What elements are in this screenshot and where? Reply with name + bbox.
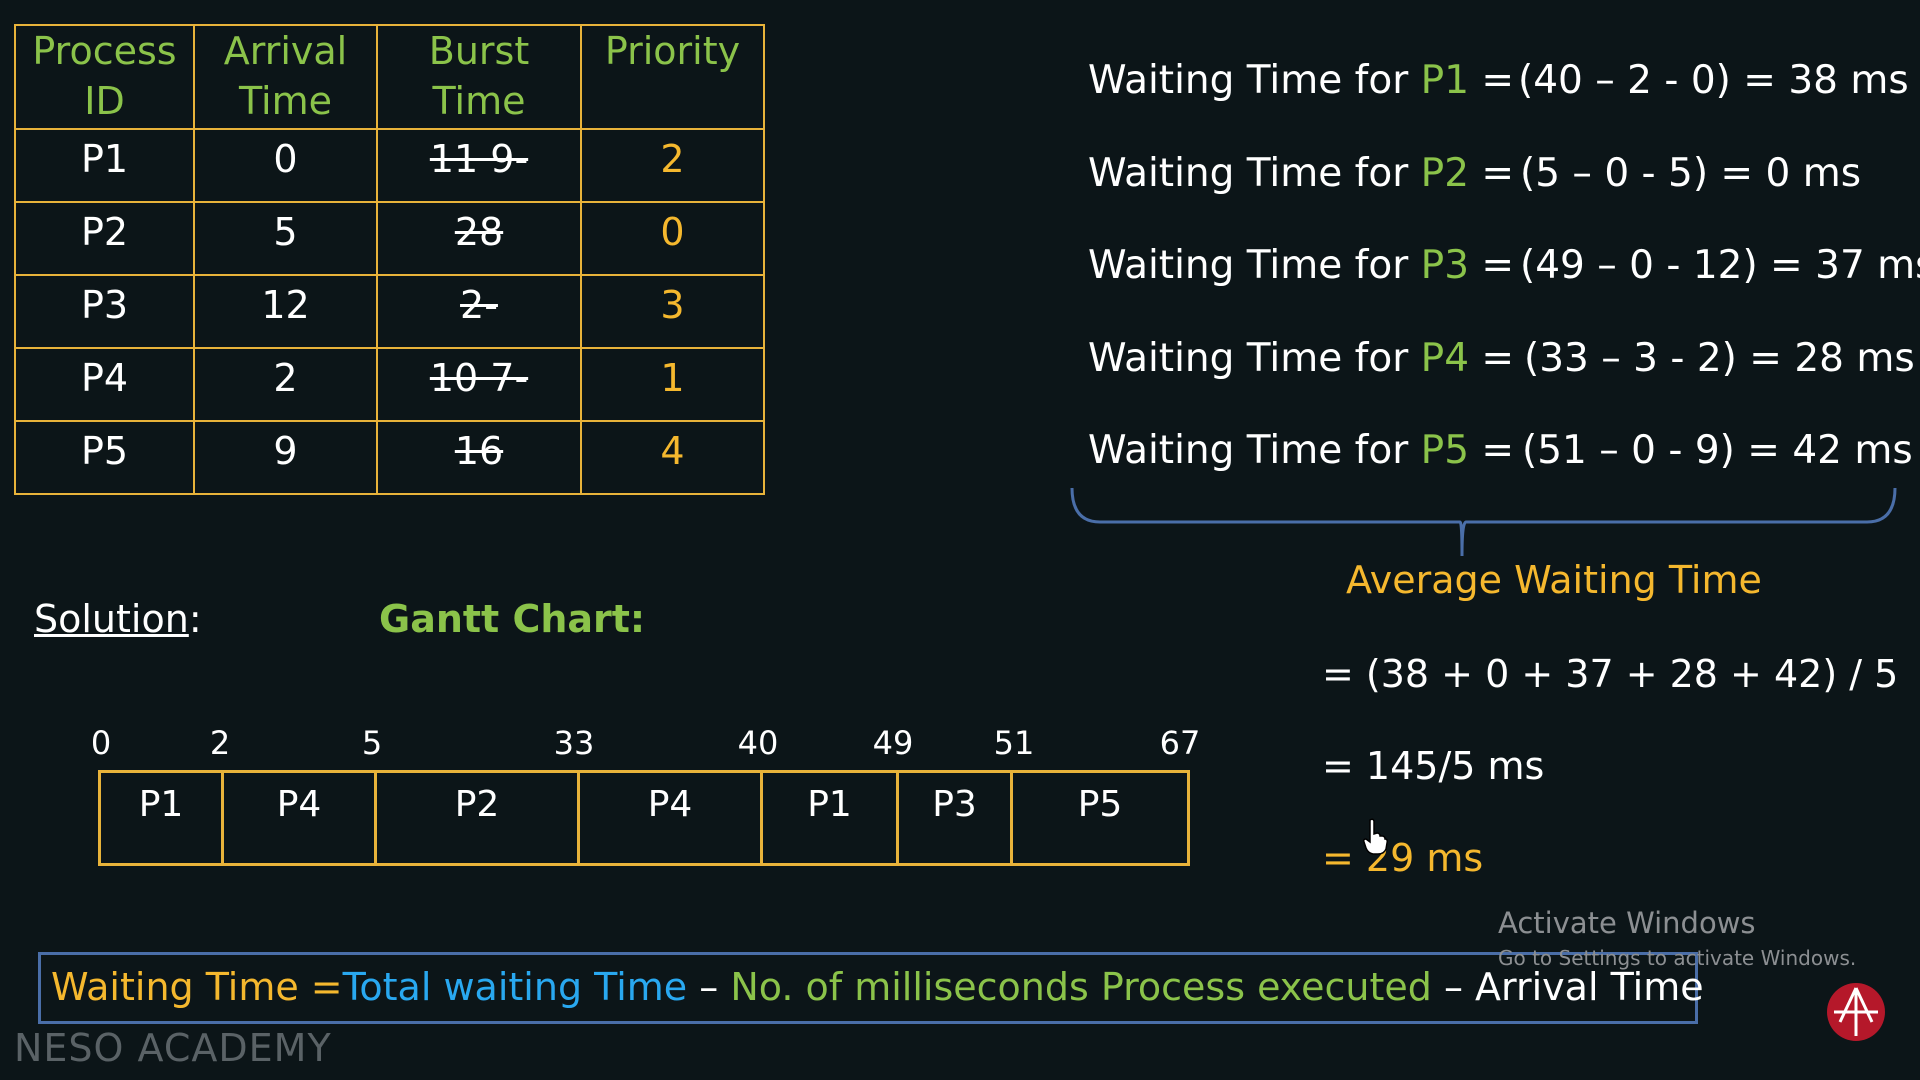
gantt-tick: 49 <box>872 724 914 762</box>
cell-burst: 16 <box>376 420 582 495</box>
header-priority: Priority <box>580 24 765 130</box>
cell-burst: 2- <box>376 274 582 349</box>
gantt-title: Gantt Chart: <box>379 597 646 641</box>
process-name: P5 <box>1420 428 1470 473</box>
cell-priority: 0 <box>580 201 765 276</box>
process-name: P1 <box>1420 58 1470 103</box>
cell-arrival: 5 <box>193 201 378 276</box>
waiting-prefix: Waiting Time for <box>1088 243 1421 288</box>
solution-colon: : <box>188 597 202 641</box>
waiting-prefix: Waiting Time for <box>1088 428 1421 473</box>
average-line-3: = 29 ms <box>1322 836 1484 880</box>
cell-burst: 10 7- <box>376 347 582 422</box>
table-row: P3 12 2- 3 <box>14 274 765 349</box>
curly-brace-icon <box>1070 487 1897 557</box>
cell-pid: P5 <box>14 420 195 495</box>
equals-sign: = <box>1469 336 1515 381</box>
table-row: P1 0 11 9- 2 <box>14 128 765 203</box>
equals-sign: = <box>1469 151 1515 196</box>
equals-sign: = <box>1469 428 1515 473</box>
process-name: P4 <box>1420 336 1470 381</box>
cell-burst: 11 9- <box>376 128 582 203</box>
formula-dash: – <box>1431 965 1476 1009</box>
process-name: P3 <box>1420 243 1470 288</box>
cell-arrival: 2 <box>193 347 378 422</box>
process-name: P2 <box>1420 151 1470 196</box>
header-process-id: Process ID <box>14 24 195 130</box>
waiting-prefix: Waiting Time for <box>1088 336 1421 381</box>
waiting-expression: (49 – 0 - 12) = 37 ms <box>1520 243 1920 288</box>
waiting-prefix: Waiting Time for <box>1088 58 1421 103</box>
waiting-prefix: Waiting Time for <box>1088 151 1421 196</box>
table-row: P2 5 28 0 <box>14 201 765 276</box>
gantt-tick: 40 <box>737 724 779 762</box>
cell-priority: 4 <box>580 420 765 495</box>
neso-logo-icon <box>1827 983 1885 1041</box>
cell-pid: P1 <box>14 128 195 203</box>
waiting-line-p5: Waiting Time for P5 = (51 – 0 - 9) = 42 … <box>1088 428 1913 473</box>
table-header-row: Process ID Arrival Time Burst Time Priority <box>14 24 765 130</box>
process-table: Process ID Arrival Time Burst Time Priority… <box>14 24 765 495</box>
waiting-expression: (51 – 0 - 9) = 42 ms <box>1522 428 1913 473</box>
cell-pid: P4 <box>14 347 195 422</box>
cell-arrival: 0 <box>193 128 378 203</box>
gantt-block: P3 <box>899 773 1013 863</box>
equals-sign: = <box>1469 58 1515 103</box>
waiting-line-p2: Waiting Time for P2 = (5 – 0 - 5) = 0 ms <box>1088 151 1861 196</box>
average-line-1: = (38 + 0 + 37 + 28 + 42) / 5 <box>1322 652 1899 696</box>
solution-text: Solution <box>34 597 189 641</box>
cell-pid: P3 <box>14 274 195 349</box>
waiting-time-formula: Waiting Time =Total waiting Time – No. o… <box>38 952 1704 1024</box>
header-burst-time: Burst Time <box>376 24 582 130</box>
gantt-tick: 33 <box>553 724 595 762</box>
gantt-chart: P1 P4 P2 P4 P1 P3 P5 <box>98 770 1190 866</box>
gantt-tick: 5 <box>361 724 383 762</box>
waiting-expression: (40 – 2 - 0) = 38 ms <box>1518 58 1909 103</box>
formula-waiting-time: Waiting Time = <box>51 965 343 1009</box>
gantt-block: P2 <box>377 773 580 863</box>
cell-priority: 3 <box>580 274 765 349</box>
activate-windows-title: Activate Windows <box>1498 906 1756 940</box>
gantt-tick: 51 <box>993 724 1035 762</box>
gantt-block: P1 <box>763 773 899 863</box>
gantt-block: P4 <box>224 773 377 863</box>
equals-sign: = <box>1469 243 1515 288</box>
header-arrival-time: Arrival Time <box>193 24 378 130</box>
table-row: P5 9 16 4 <box>14 420 765 495</box>
hand-cursor-icon <box>1363 818 1388 855</box>
formula-arrival: Arrival Time <box>1475 965 1704 1009</box>
gantt-block: P4 <box>580 773 763 863</box>
waiting-expression: (33 – 3 - 2) = 28 ms <box>1524 336 1915 381</box>
formula-total: Total waiting Time <box>342 965 688 1009</box>
cell-burst: 28 <box>376 201 582 276</box>
cell-arrival: 12 <box>193 274 378 349</box>
activate-windows-subtitle: Go to Settings to activate Windows. <box>1498 946 1857 970</box>
formula-dash: – <box>687 965 731 1009</box>
gantt-tick: 2 <box>209 724 231 762</box>
solution-label: Solution: <box>34 597 202 641</box>
table-row: P4 2 10 7- 1 <box>14 347 765 422</box>
gantt-tick: 67 <box>1159 724 1201 762</box>
waiting-line-p3: Waiting Time for P3 = (49 – 0 - 12) = 37… <box>1088 243 1920 288</box>
waiting-expression: (5 – 0 - 5) = 0 ms <box>1520 151 1862 196</box>
average-waiting-title: Average Waiting Time <box>1346 558 1762 602</box>
cell-arrival: 9 <box>193 420 378 495</box>
average-line-2: = 145/5 ms <box>1322 744 1545 788</box>
gantt-block: P5 <box>1077 784 1123 825</box>
cell-pid: P2 <box>14 201 195 276</box>
cell-priority: 2 <box>580 128 765 203</box>
gantt-block: P1 <box>101 773 224 863</box>
cell-priority: 1 <box>580 347 765 422</box>
gantt-tick: 0 <box>90 724 112 762</box>
formula-executed: No. of milliseconds Process executed <box>730 965 1432 1009</box>
waiting-line-p4: Waiting Time for P4 = (33 – 3 - 2) = 28 … <box>1088 336 1915 381</box>
waiting-line-p1: Waiting Time for P1 = (40 – 2 - 0) = 38 … <box>1088 58 1909 103</box>
brand-watermark: NESO ACADEMY <box>14 1026 332 1070</box>
